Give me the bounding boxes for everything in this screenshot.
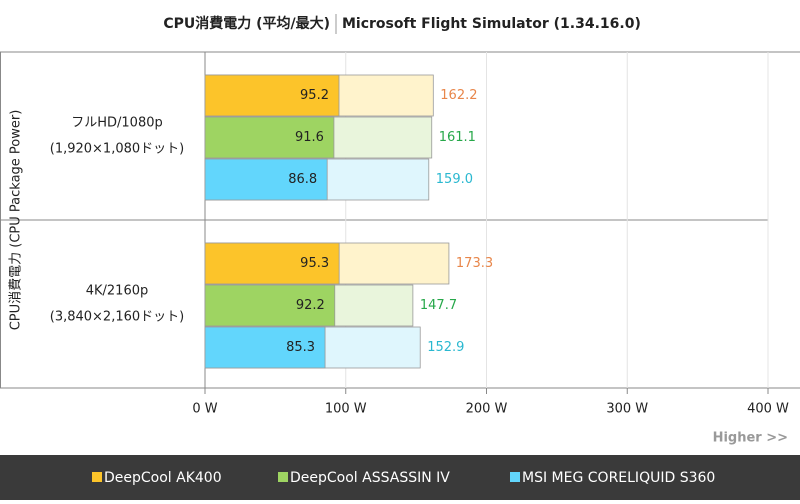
x-tick-label: 400 W bbox=[747, 402, 789, 417]
max-value-label: 159.0 bbox=[436, 172, 473, 187]
category-sublabel: (3,840×2,160ドット) bbox=[50, 310, 184, 325]
category-label: 4K/2160p bbox=[86, 284, 149, 299]
legend-swatch bbox=[278, 472, 288, 482]
chart-subtitle: Microsoft Flight Simulator (1.34.16.0) bbox=[342, 16, 641, 32]
max-value-label: 152.9 bbox=[427, 340, 464, 355]
avg-bar bbox=[204, 74, 340, 117]
avg-value-label: 91.6 bbox=[295, 130, 324, 145]
x-tick-label: 100 W bbox=[325, 402, 367, 417]
legend-swatch bbox=[510, 472, 520, 482]
avg-value-label: 95.2 bbox=[300, 88, 329, 103]
legend-label: DeepCool AK400 bbox=[104, 470, 222, 486]
annotation: Higher >> bbox=[713, 431, 788, 446]
x-tick-label: 200 W bbox=[466, 402, 508, 417]
max-value-label: 161.1 bbox=[439, 130, 476, 145]
category-sublabel: (1,920×1,080ドット) bbox=[50, 142, 184, 157]
avg-bar bbox=[204, 326, 326, 369]
chart-title: CPU消費電力 (平均/最大) bbox=[163, 15, 330, 32]
category-label: フルHD/1080p bbox=[71, 116, 163, 131]
max-value-label: 147.7 bbox=[420, 298, 457, 313]
x-tick-label: 300 W bbox=[606, 402, 648, 417]
legend-label: MSI MEG CORELIQUID S360 bbox=[522, 470, 715, 486]
avg-value-label: 86.8 bbox=[288, 172, 317, 187]
avg-bar bbox=[204, 242, 340, 285]
avg-value-label: 95.3 bbox=[300, 256, 329, 271]
max-value-label: 173.3 bbox=[456, 256, 493, 271]
avg-value-label: 92.2 bbox=[296, 298, 325, 313]
avg-bar bbox=[204, 284, 336, 327]
max-value-label: 162.2 bbox=[440, 88, 477, 103]
avg-value-label: 85.3 bbox=[286, 340, 315, 355]
legend-swatch bbox=[92, 472, 102, 482]
y-axis-label: CPU消費電力 (CPU Package Power) bbox=[9, 110, 24, 331]
avg-bar bbox=[204, 116, 335, 159]
x-tick-label: 0 W bbox=[192, 402, 217, 417]
avg-bar bbox=[204, 158, 328, 201]
legend-label: DeepCool ASSASSIN IV bbox=[290, 470, 450, 486]
legend-background bbox=[0, 455, 800, 500]
